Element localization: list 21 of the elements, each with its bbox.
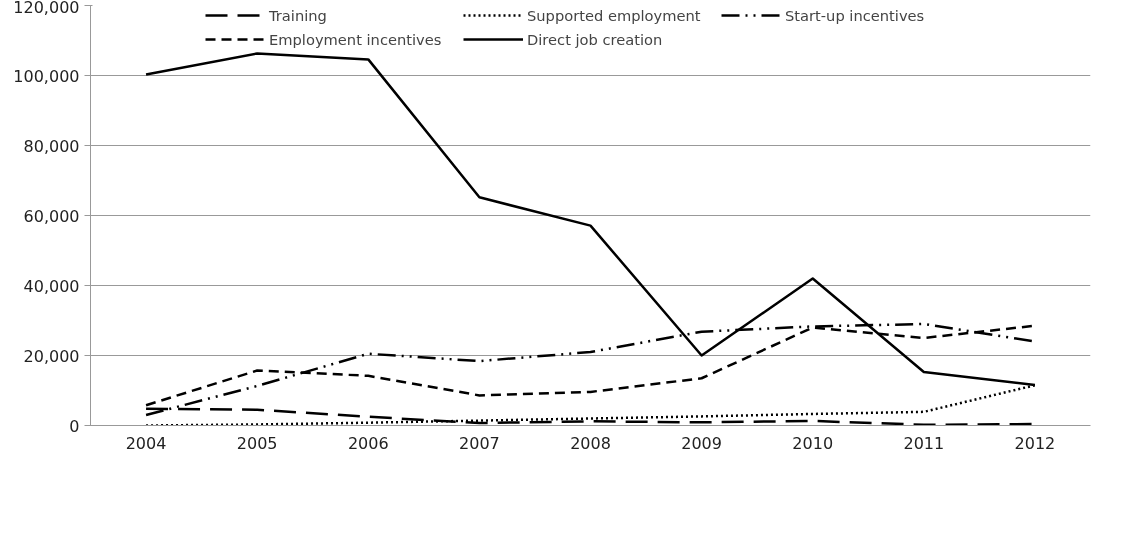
- legend-label: Start-up incentives: [785, 6, 926, 24]
- x-tick-label: 2010: [792, 433, 834, 453]
- x-tick-label: 2005: [236, 433, 278, 453]
- x-tick-label: 2008: [570, 433, 611, 453]
- y-tick-label: 40,000: [23, 276, 80, 296]
- legend-label: Employment incentives: [269, 30, 443, 48]
- legend-label: Direct job creation: [527, 30, 664, 48]
- legend-label: Training: [269, 6, 328, 24]
- x-tick-label: 2011: [903, 433, 945, 453]
- legend-label: Supported employment: [527, 6, 702, 24]
- x-tick-label: 2012: [1014, 433, 1056, 453]
- x-tick-label: 2007: [459, 433, 500, 453]
- x-tick-label: 2006: [347, 433, 389, 453]
- y-tick-label: 20,000: [23, 346, 80, 366]
- y-tick-label: 80,000: [23, 136, 80, 156]
- x-tick-label: 2009: [681, 433, 722, 453]
- y-tick-label: 0: [69, 416, 80, 436]
- y-tick-label: 60,000: [23, 206, 80, 226]
- x-tick-label: 2004: [125, 433, 167, 453]
- y-tick-label: 120,000: [13, 0, 80, 17]
- y-tick-label: 100,000: [13, 66, 80, 86]
